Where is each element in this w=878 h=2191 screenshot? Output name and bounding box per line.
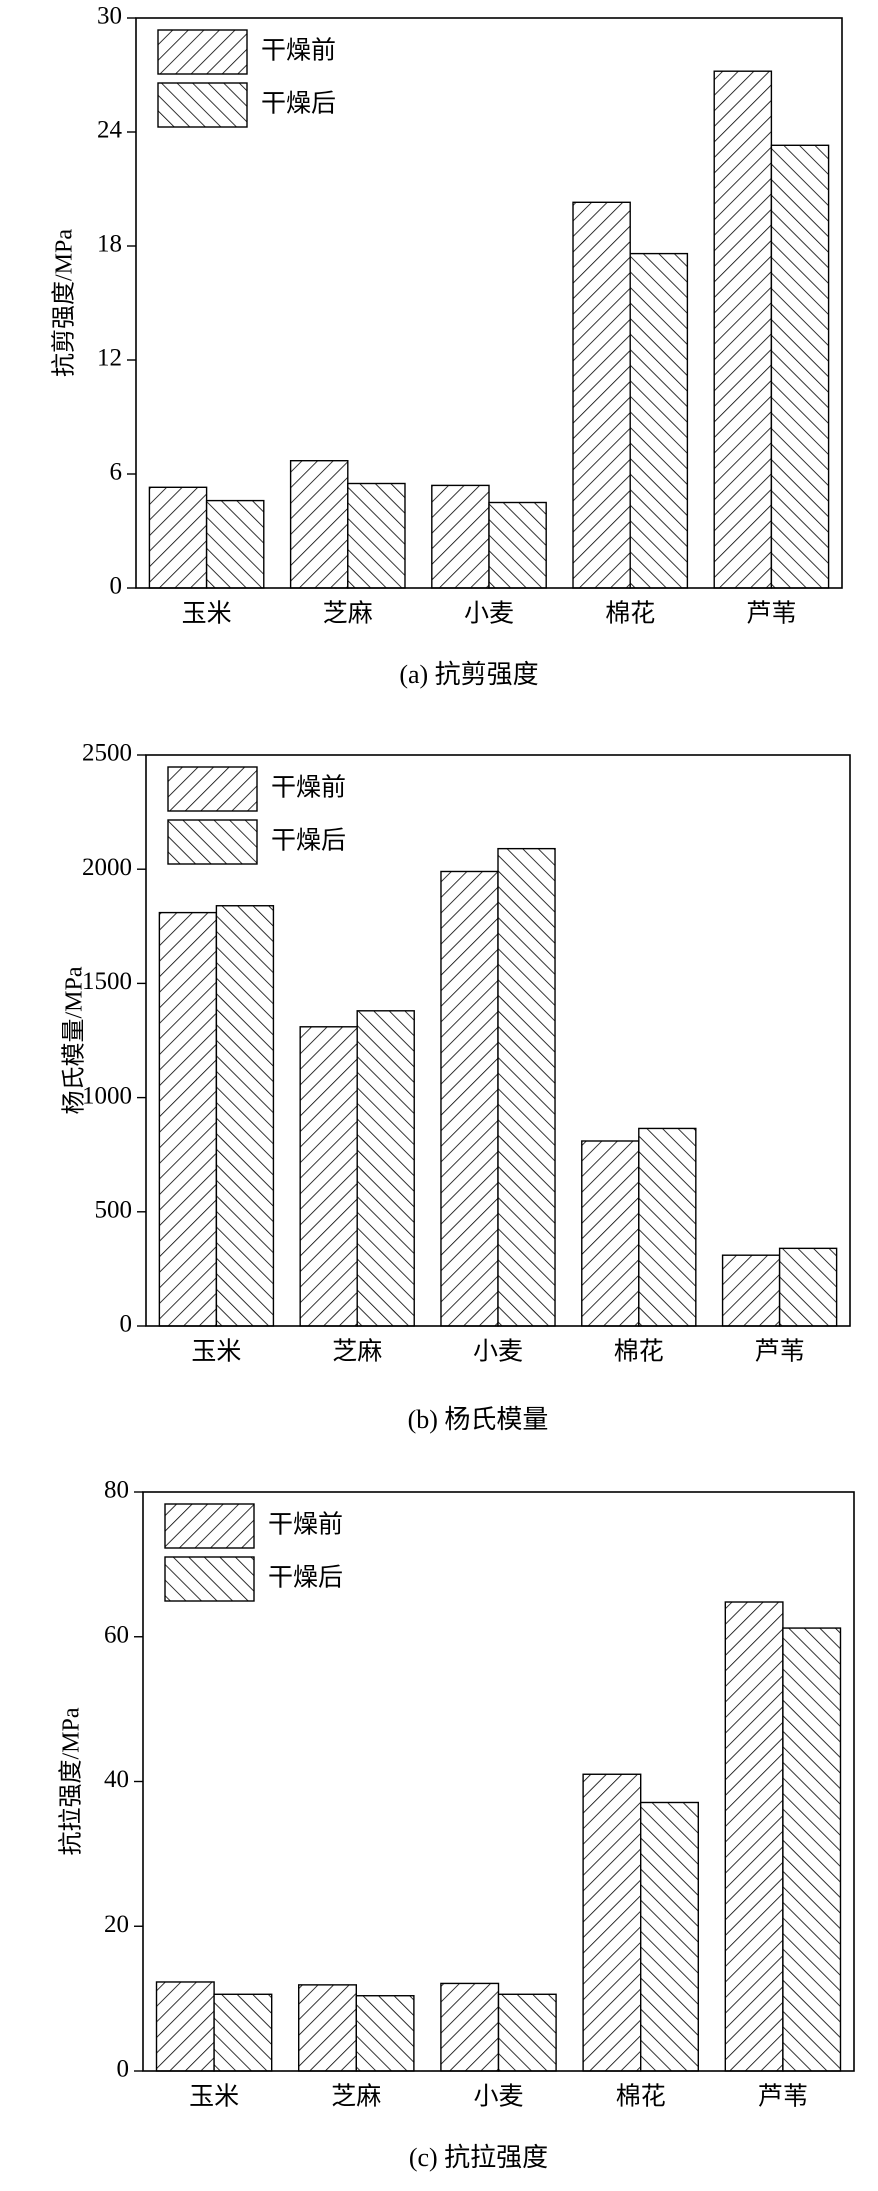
- bar: [215, 905, 275, 1327]
- caption: (c) 抗拉强度: [409, 2143, 548, 2172]
- x-tick-label: 小麦: [464, 600, 514, 628]
- legend-label: 干燥后: [261, 90, 336, 118]
- bar: [582, 1773, 642, 2072]
- bar: [148, 486, 208, 589]
- x-tick-label: 玉米: [182, 600, 232, 628]
- x-tick-label: 芝麻: [331, 2083, 381, 2111]
- y-tick-label: 20: [104, 1911, 129, 1938]
- y-tick-label: 500: [95, 1197, 133, 1224]
- bar: [721, 1254, 781, 1327]
- bar: [356, 1010, 415, 1327]
- bar: [778, 1247, 838, 1327]
- bar: [299, 1026, 358, 1327]
- y-tick-label: 2500: [82, 740, 132, 767]
- bar: [289, 460, 349, 589]
- legend-swatch: [164, 1503, 255, 1549]
- y-axis-label: 抗剪强度/MPa: [51, 229, 78, 377]
- x-tick-label: 玉米: [191, 1338, 241, 1366]
- x-tick-label: 芦苇: [755, 1338, 805, 1366]
- legend-label: 干燥前: [271, 774, 346, 802]
- y-tick-label: 12: [97, 345, 122, 372]
- bar: [158, 911, 218, 1327]
- bar: [724, 1601, 784, 2072]
- bar: [629, 252, 689, 589]
- bar: [213, 1993, 273, 2072]
- plot-frame: [135, 17, 843, 589]
- y-tick-label: 6: [110, 459, 123, 486]
- x-tick-label: 小麦: [473, 2083, 523, 2111]
- bar: [440, 1982, 500, 2072]
- y-tick-label: 0: [117, 2056, 130, 2083]
- y-tick-label: 2000: [82, 854, 132, 881]
- y-axis-label: 抗拉强度/MPa: [58, 1707, 85, 1855]
- caption: (a) 抗剪强度: [399, 660, 538, 689]
- bar: [638, 1127, 697, 1327]
- legend-swatch: [167, 766, 258, 812]
- legend-swatch: [164, 1556, 255, 1602]
- caption: (b) 杨氏模量: [408, 1405, 549, 1434]
- x-tick-label: 芝麻: [332, 1338, 382, 1366]
- y-tick-label: 60: [104, 1621, 129, 1648]
- plot-frame: [142, 1491, 855, 2072]
- bar: [488, 501, 547, 589]
- x-tick-label: 小麦: [473, 1338, 523, 1366]
- bar: [713, 70, 773, 589]
- bar: [440, 870, 499, 1327]
- y-tick-label: 80: [104, 1477, 129, 1504]
- legend-label: 干燥后: [271, 827, 346, 855]
- legend-swatch: [157, 29, 248, 75]
- y-tick-label: 40: [104, 1766, 129, 1793]
- legend-swatch: [157, 82, 248, 128]
- bar: [581, 1140, 640, 1327]
- x-tick-label: 棉花: [605, 600, 655, 628]
- y-tick-label: 0: [110, 573, 123, 600]
- y-tick-label: 24: [97, 117, 123, 144]
- x-tick-label: 棉花: [614, 1338, 664, 1366]
- bar: [347, 482, 406, 589]
- legend-label: 干燥后: [268, 1564, 343, 1592]
- bar: [155, 1981, 215, 2072]
- bar: [497, 847, 556, 1327]
- bar: [640, 1801, 699, 2072]
- legend-label: 干燥前: [268, 1511, 343, 1539]
- bar: [355, 1995, 415, 2072]
- y-tick-label: 30: [97, 3, 122, 30]
- y-tick-label: 18: [97, 231, 122, 258]
- x-tick-label: 玉米: [189, 2083, 239, 2111]
- y-tick-label: 0: [120, 1311, 133, 1338]
- bar: [431, 484, 490, 589]
- x-tick-label: 芦苇: [758, 2083, 808, 2111]
- bar: [572, 201, 631, 589]
- x-tick-label: 棉花: [616, 2083, 666, 2111]
- y-tick-label: 1500: [82, 968, 132, 995]
- bar: [782, 1627, 842, 2072]
- y-tick-label: 1000: [82, 1082, 132, 1109]
- bar: [770, 144, 830, 589]
- x-tick-label: 芝麻: [323, 600, 373, 628]
- x-tick-label: 芦苇: [746, 600, 796, 628]
- bar: [497, 1993, 557, 2072]
- y-axis-label: 杨氏模量/MPa: [61, 966, 88, 1114]
- legend-swatch: [167, 819, 258, 865]
- bar: [298, 1984, 358, 2072]
- plot-frame: [145, 754, 851, 1327]
- bar: [205, 499, 265, 589]
- legend-label: 干燥前: [261, 37, 336, 65]
